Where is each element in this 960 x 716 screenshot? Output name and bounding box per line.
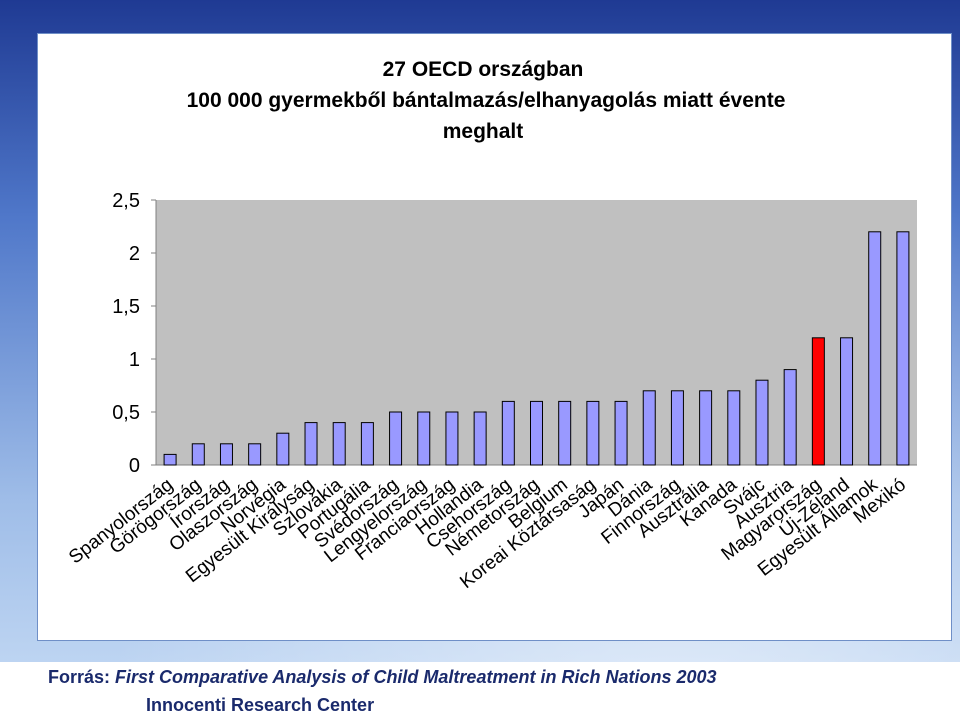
bar-13 [501,400,515,466]
bar-7 [332,422,346,466]
bar-5 [276,432,290,466]
bar-24 [811,337,825,466]
chart-panel: 27 OECD országban 100 000 gyermekből bánt… [37,33,952,641]
bars [163,231,910,466]
bar-23 [783,369,797,466]
bar-12 [473,411,487,466]
bar-6 [304,422,318,466]
bar-25 [840,337,854,466]
y-tick-label: 1 [129,349,140,371]
bar-18 [642,390,656,466]
chart-title-line: 100 000 gyermekből bántalmazás/elhanyago… [187,89,786,112]
y-axis: 0 0,5 1 1,5 2 2,5 [112,190,156,477]
bar-26 [868,231,882,466]
bar-17 [614,400,628,466]
bar-15 [558,400,572,466]
bar-22 [755,379,769,466]
y-tick-label: 0,5 [112,402,140,424]
x-axis: SpanyolországGörögországÍrországOlaszors… [65,474,910,593]
y-tick-label: 0 [129,455,140,477]
y-tick-label: 2,5 [112,190,140,212]
chart-title-line: 27 OECD országban [383,58,584,81]
chart-title: 27 OECD országban 100 000 gyermekből bánt… [187,58,786,143]
source-citation: Forrás: First Comparative Analysis of Ch… [48,667,717,688]
bar-10 [417,411,431,466]
bar-chart: 27 OECD országban 100 000 gyermekből bánt… [65,58,917,593]
bar-11 [445,411,459,466]
bar-2 [191,443,205,466]
source-institution: Innocenti Research Center [146,695,375,715]
chart-title-line: meghalt [443,120,524,143]
source-footer: Forrás: First Comparative Analysis of Ch… [0,662,960,716]
bar-16 [586,400,600,466]
bar-4 [248,443,262,466]
bar-3 [219,443,233,466]
bar-9 [389,411,403,466]
source-title: First Comparative Analysis of Child Malt… [115,667,717,687]
bar-1 [163,453,177,466]
bar-8 [360,422,374,466]
bar-20 [699,390,713,466]
y-tick-label: 1,5 [112,296,140,318]
bar-14 [530,400,543,466]
bar-21 [727,390,741,466]
bar-19 [670,390,684,466]
bar-27 [896,231,910,466]
y-tick-label: 2 [129,243,140,265]
source-label: Forrás: [48,667,116,687]
